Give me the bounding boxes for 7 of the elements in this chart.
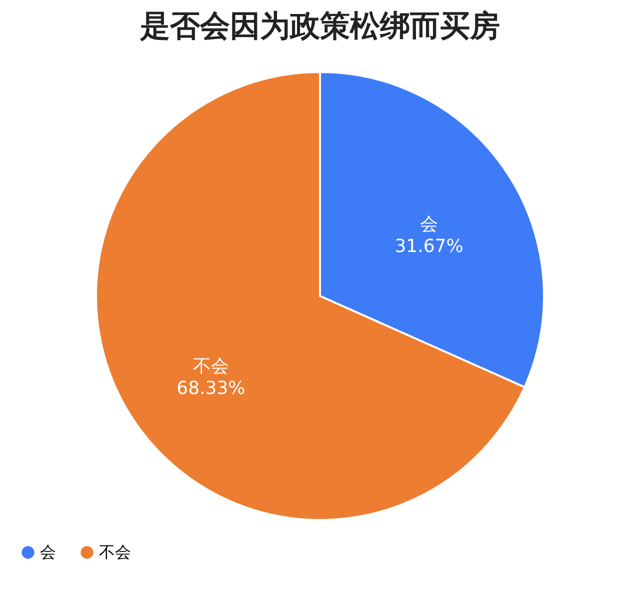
slice-label: 不会 (192, 356, 229, 377)
slice-label: 会 (420, 214, 438, 236)
data-label: 68.33% (176, 378, 246, 399)
chart-title: 是否会因为政策松绑而买房 (139, 9, 500, 44)
legend-label: 不会 (99, 542, 131, 562)
legend-label: 会 (40, 542, 56, 562)
data-label: 31.67% (394, 236, 464, 258)
